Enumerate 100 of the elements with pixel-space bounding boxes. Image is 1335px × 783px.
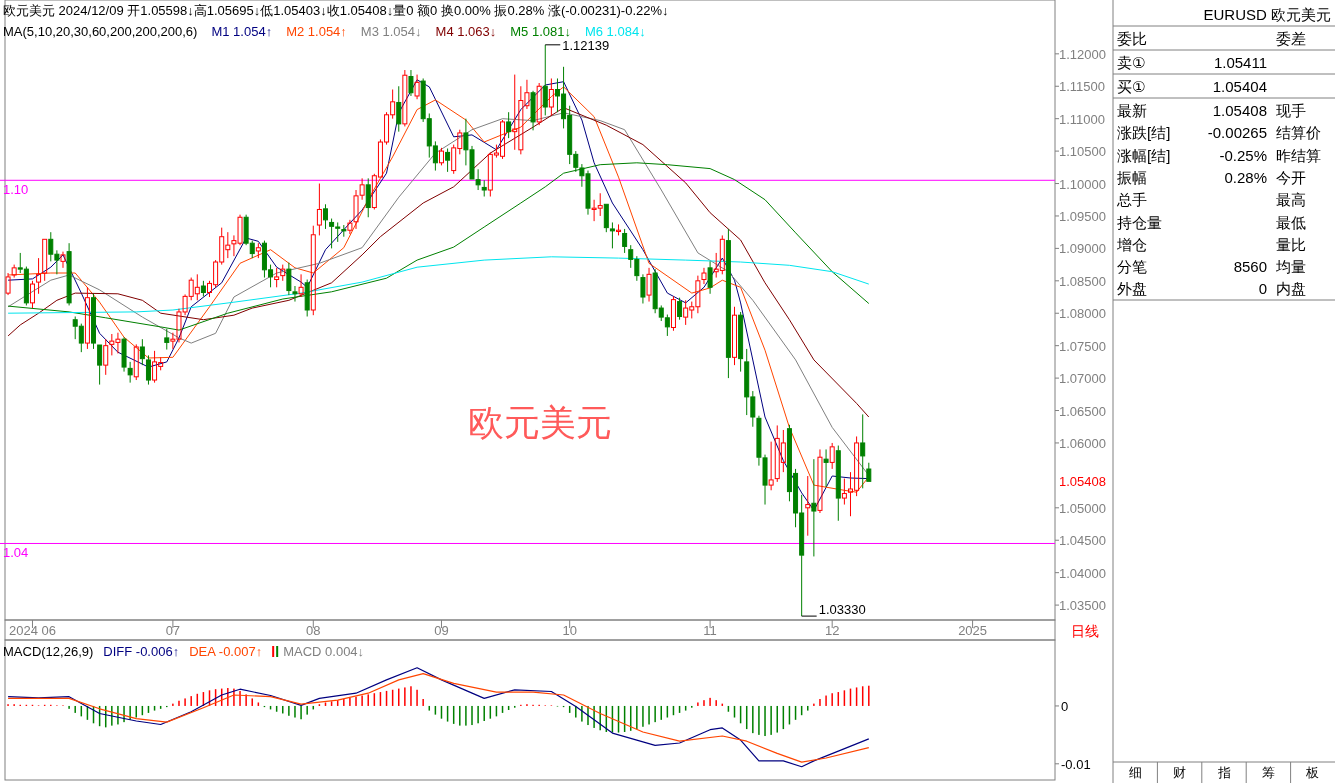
y-tick-label: 1.08500 [1059,273,1106,289]
candlestick [707,260,713,295]
y-tick-label: 1.06500 [1059,403,1106,419]
text: 8560 [1233,258,1267,276]
text: 今开 [1276,168,1306,186]
annotation: 欧元美元 [468,402,612,443]
candlestick [530,90,536,131]
text: 结算价 [1276,124,1321,142]
text: 委差 [1276,30,1306,47]
candlestick [316,183,322,236]
y-tick-label: 1.04500 [1059,533,1106,549]
text: 日线 [1071,623,1099,639]
candlestick [414,74,420,100]
candlestick [805,475,811,537]
y-tick-label: 1.11500 [1059,79,1106,95]
category-label: 板 [1305,765,1320,780]
candlestick [841,478,847,506]
text: 总手 [1117,191,1147,209]
candlestick [823,448,829,488]
candlestick [811,458,817,557]
text: -0.00265 [1207,124,1267,142]
candlestick [292,285,298,303]
chart-title: 欧元美元 2024/12/09 开1.05598↓高1.05695↓低1.05403↓收1.05408↓量0 额0 换0.00% 振0.28% 涨(-0.00231)-0.22%↓ [3,3,669,18]
text: 0 [1258,280,1267,298]
text: M3 1.054↓ [360,24,422,39]
category-label: 筹 [1261,765,1275,780]
x-tick-label: 10 [562,623,577,638]
category-label: 财 [1173,765,1187,780]
y-tick-label: 1.05000 [1059,500,1106,516]
text: 0.28% [1224,168,1267,186]
candlestick [481,179,487,198]
text: 振幅 [1117,168,1147,186]
candlestick [701,267,707,285]
text: 卖① [1117,54,1146,71]
text: 买① [1117,78,1146,95]
text: 委比 [1117,30,1147,47]
x-tick-label: 2025 [958,623,988,638]
y-tick-label: 1.09000 [1059,241,1106,257]
x-tick-label: 09 [434,623,449,638]
y-tick-label: -0.01 [1061,756,1091,772]
legend-label: MACD 0.004↓ [283,644,365,659]
text: 均量 [1276,258,1306,276]
text: DIFF -0.006↑ [103,644,180,659]
candlestick [640,273,646,305]
text: M5 1.081↓ [510,24,571,39]
text: EURUSD 欧元美元 [1203,6,1331,23]
text: M4 1.063↓ [435,24,497,39]
candlestick [36,257,42,295]
text: -0.25% [1219,146,1267,164]
annotation: 1.03330 [818,602,866,618]
candlestick [646,267,652,303]
text: 外盘 [1117,280,1147,298]
text: 最新 [1117,102,1147,119]
candlestick [408,69,414,97]
candlestick [365,177,371,218]
text: M2 1.054↑ [286,24,347,39]
text: 1.05411 [1213,54,1267,71]
y-tick-label: 1.04000 [1059,565,1106,581]
text: 最低 [1276,213,1306,231]
text: 持仓量 [1117,213,1162,231]
x-tick-label: 12 [824,623,840,638]
x-tick-label: 08 [306,623,321,638]
candlestick [286,262,292,296]
y-tick-label: 1.08000 [1059,306,1106,322]
x-tick-label: 2024 06 [8,623,56,638]
y-tick-label: 1.11000 [1059,111,1106,127]
candlestick [768,441,774,491]
legend-title: MA(5,10,20,30,60,200,200,200,6) [3,24,198,39]
candlestick [97,344,103,386]
y-tick-label: 1.06000 [1059,435,1106,451]
category-label: 指 [1216,765,1231,780]
candlestick [103,338,109,376]
text: M1 1.054↑ [211,24,273,39]
line-series [7,256,870,314]
annotation: 1.12139 [562,37,610,53]
candlestick [298,273,304,298]
candlestick [60,251,66,269]
text: 分笔 [1117,258,1147,276]
category-label: 细 [1128,765,1142,780]
y-tick-label: 0 [1061,698,1069,714]
candlestick [127,361,133,384]
text: 增仓 [1117,235,1147,253]
text: 内盘 [1276,280,1306,298]
candlestick [860,413,866,489]
y-tick-label: 1.12000 [1059,46,1106,62]
candlestick [506,111,512,139]
y-tick-label: 1.03500 [1059,598,1106,614]
x-tick-label: 07 [165,623,181,638]
y-tick-label: 1.07500 [1059,338,1106,354]
text: 量比 [1276,235,1306,253]
text: 1.05408 [1059,474,1106,490]
candlestick [5,272,11,296]
text: M6 1.084↓ [584,24,646,39]
candlestick [347,219,353,235]
text: 现手 [1276,102,1306,119]
candlestick [817,448,823,514]
candlestick [738,311,744,373]
text: 1.05408 [1212,102,1267,119]
legend-title: MACD(12,26,9) [3,644,94,659]
y-tick-label: 1.10000 [1059,176,1106,192]
